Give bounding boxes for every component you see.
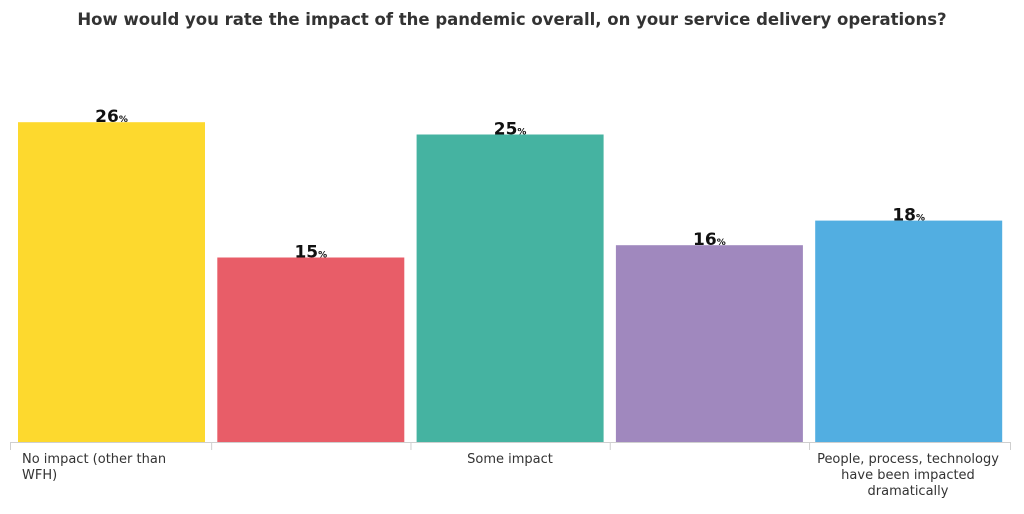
value-labels-layer: 26% 15% 25% 16% 18%: [95, 107, 925, 262]
chart-title: How would you rate the impact of the pan…: [77, 10, 947, 29]
value-label-some-impact: 25%: [494, 120, 527, 140]
bar-some-impact: [416, 134, 604, 442]
value-label-no-impact-other-than-wfh: 26%: [95, 107, 128, 127]
bar-category-4: [615, 245, 803, 442]
x-axis: [10, 442, 1011, 450]
category-label-dramatic-impact: People, process, technology have been im…: [817, 452, 999, 499]
value-label-category-4: 16%: [693, 230, 726, 250]
value-label-people-process-technology-have-been-impacted-dramatically: 18%: [892, 206, 925, 226]
category-label-some-impact: Some impact: [467, 452, 553, 467]
value-label-category-2: 15%: [294, 243, 327, 263]
bars-layer: [18, 122, 1003, 442]
bar-category-2: [217, 257, 405, 442]
bar-no-impact-other-than-wfh: [18, 122, 205, 442]
category-label-no-impact: No impact (other than WFH): [22, 452, 167, 483]
bar-people-process-technology-have-been-impacted-dramatically: [815, 220, 1003, 442]
